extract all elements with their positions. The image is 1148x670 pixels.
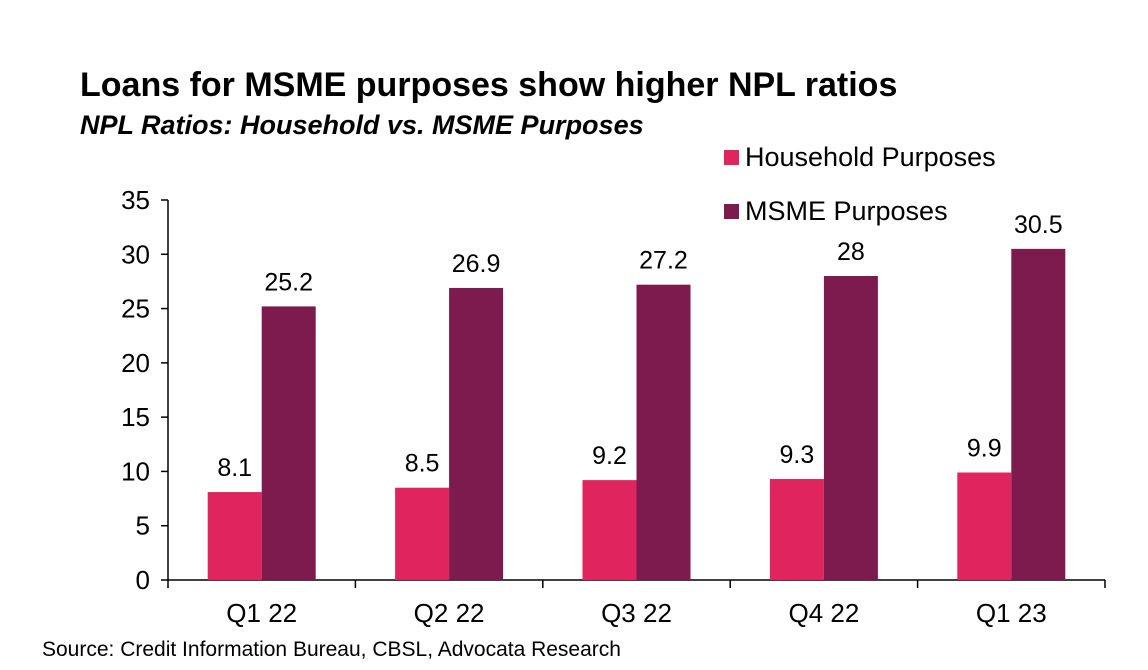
bar-msme <box>636 284 691 580</box>
bar-household <box>582 480 637 580</box>
data-label-msme: 25.2 <box>264 268 313 296</box>
y-tick-label: 30 <box>121 239 150 269</box>
bar-household <box>957 472 1012 580</box>
bar-msme <box>261 306 316 580</box>
y-tick-label: 10 <box>121 456 150 486</box>
bar-household <box>769 479 824 580</box>
data-label-msme: 27.2 <box>639 247 688 275</box>
x-tick-label: Q4 22 <box>788 598 859 628</box>
legend-item-household: Household Purposes <box>724 142 996 173</box>
chart-subtitle: NPL Ratios: Household vs. MSME Purposes <box>80 110 644 140</box>
legend-label-household: Household Purposes <box>745 142 996 172</box>
bar-msme <box>823 276 878 580</box>
y-tick-label: 15 <box>121 402 150 432</box>
legend-item-msme: MSME Purposes <box>724 196 948 227</box>
y-tick-label: 20 <box>121 348 150 378</box>
data-label-msme: 26.9 <box>452 250 501 278</box>
y-tick-label: 5 <box>136 511 150 541</box>
y-tick-label: 0 <box>136 565 150 595</box>
legend-label-msme: MSME Purposes <box>745 196 948 226</box>
bar-household <box>207 492 262 580</box>
bar-msme <box>449 287 504 580</box>
data-label-household: 8.5 <box>405 450 440 478</box>
x-tick-label: Q3 22 <box>601 598 672 628</box>
source-note: Source: Credit Information Bureau, CBSL,… <box>42 638 621 661</box>
x-tick-label: Q2 22 <box>414 598 485 628</box>
y-tick-label: 35 <box>121 185 150 215</box>
data-label-household: 9.2 <box>592 442 627 470</box>
data-label-household: 8.1 <box>217 454 252 482</box>
data-label-msme: 28 <box>837 238 865 266</box>
x-tick-label: Q1 23 <box>976 598 1047 628</box>
legend-swatch-household <box>724 150 739 165</box>
chart-title: Loans for MSME purposes show higher NPL … <box>80 66 898 104</box>
y-tick-label: 25 <box>121 294 150 324</box>
x-tick-label: Q1 22 <box>226 598 297 628</box>
data-label-household: 9.3 <box>780 441 815 469</box>
bar-household <box>395 487 450 580</box>
legend-swatch-msme <box>724 204 739 219</box>
data-label-household: 9.9 <box>967 435 1002 463</box>
bar-msme <box>1011 248 1066 580</box>
data-label-msme: 30.5 <box>1014 211 1063 239</box>
axes: 0 5 10 15 20 25 30 35 Q1 22 Q2 22 Q3 22 Q4 22 Q1 23 <box>121 185 1106 628</box>
data-labels: 8.1 25.2 8.5 26.9 9.2 27.2 9.3 28 9.9 30.5 <box>217 211 1062 482</box>
bars <box>207 248 1066 580</box>
